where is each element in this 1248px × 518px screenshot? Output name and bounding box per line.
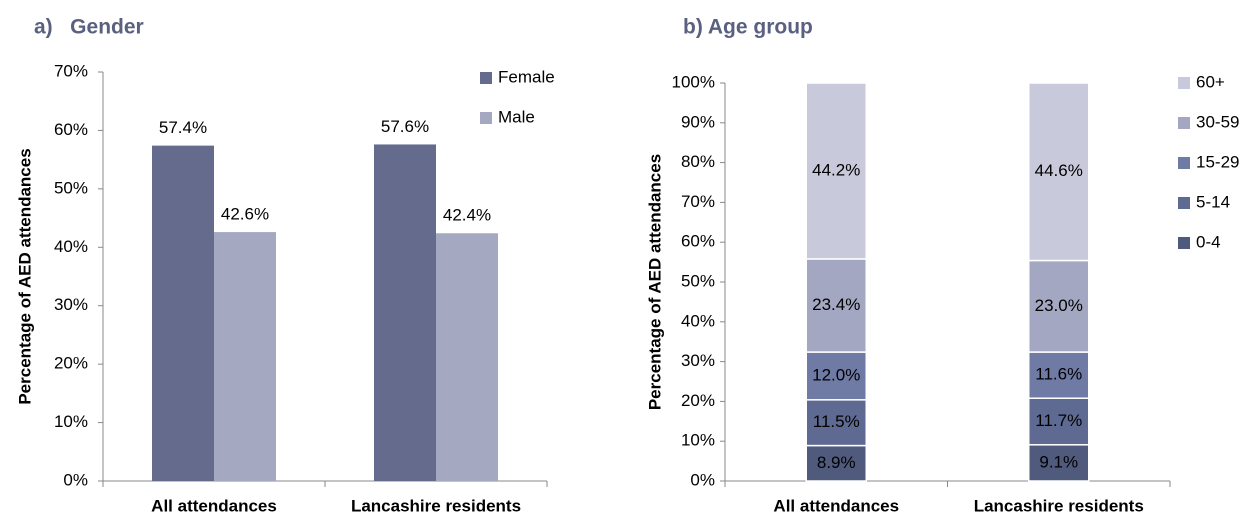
value-label: 8.9% xyxy=(817,453,856,472)
y-tick-label: 60% xyxy=(54,120,88,139)
legend-label: 30-59 xyxy=(1196,112,1239,131)
value-label: 9.1% xyxy=(1039,452,1078,471)
value-label: 44.2% xyxy=(812,160,860,179)
legend-swatch xyxy=(480,72,492,84)
value-label: 12.0% xyxy=(812,365,860,384)
value-label: 42.4% xyxy=(443,206,491,225)
y-tick-label: 10% xyxy=(681,431,715,450)
legend-swatch xyxy=(480,112,492,124)
y-tick-label: 60% xyxy=(681,232,715,251)
bar-segment xyxy=(1028,82,1090,262)
x-tick-label: Lancashire residents xyxy=(974,496,1144,515)
value-label: 57.4% xyxy=(159,118,207,137)
y-tick-label: 80% xyxy=(681,152,715,171)
value-label: 11.5% xyxy=(813,412,860,431)
y-tick-label: 50% xyxy=(681,271,715,290)
chart-title: a) Gender xyxy=(34,16,144,39)
y-tick-label: 40% xyxy=(681,311,715,330)
value-label: 11.6% xyxy=(1035,365,1082,384)
y-tick-label: 70% xyxy=(681,192,715,211)
legend-label: Female xyxy=(498,67,555,86)
y-tick-label: 20% xyxy=(54,354,88,373)
legend-swatch xyxy=(1178,197,1190,209)
legend-swatch xyxy=(1178,77,1190,89)
legend-label: 60+ xyxy=(1196,72,1225,91)
bar xyxy=(374,144,436,482)
value-label: 44.6% xyxy=(1035,161,1083,180)
y-tick-label: 70% xyxy=(54,61,88,80)
y-axis-label: Percentage of AED attendances xyxy=(15,148,34,404)
value-label: 23.4% xyxy=(812,295,860,314)
value-label: 57.6% xyxy=(381,117,429,136)
bar-segment xyxy=(805,351,867,401)
bar-segment xyxy=(1028,397,1090,446)
bar xyxy=(214,232,276,481)
x-tick-label: All attendances xyxy=(151,496,277,515)
bar-segment xyxy=(1028,444,1090,482)
y-tick-label: 20% xyxy=(681,391,715,410)
bar-segment xyxy=(805,399,867,447)
legend-label: Male xyxy=(498,107,535,126)
chart-title: b) Age group xyxy=(683,16,813,39)
legend-label: 5-14 xyxy=(1196,192,1230,211)
bar-segment xyxy=(1028,259,1090,353)
y-tick-label: 100% xyxy=(672,72,715,91)
value-label: 23.0% xyxy=(1035,296,1083,315)
value-label: 42.6% xyxy=(221,205,269,224)
x-tick-label: Lancashire residents xyxy=(351,496,521,515)
x-tick-label: All attendances xyxy=(773,496,899,515)
bar-segment xyxy=(805,444,867,482)
bar xyxy=(436,233,498,481)
y-tick-label: 30% xyxy=(54,295,88,314)
y-tick-label: 90% xyxy=(681,112,715,131)
y-tick-label: 50% xyxy=(54,178,88,197)
legend-swatch xyxy=(1178,237,1190,249)
y-tick-label: 0% xyxy=(690,470,715,489)
legend-label: 15-29 xyxy=(1196,152,1239,171)
legend-label: 0-4 xyxy=(1196,232,1221,251)
y-tick-label: 10% xyxy=(54,412,88,431)
bar xyxy=(152,145,214,481)
legend-swatch xyxy=(1178,157,1190,169)
legend-swatch xyxy=(1178,117,1190,129)
value-label: 11.7% xyxy=(1035,411,1082,430)
bar-segment xyxy=(805,82,867,260)
y-tick-label: 30% xyxy=(681,351,715,370)
y-axis-label: Percentage of AED attendances xyxy=(645,154,664,410)
y-tick-label: 40% xyxy=(54,237,88,256)
y-tick-label: 0% xyxy=(63,470,88,489)
